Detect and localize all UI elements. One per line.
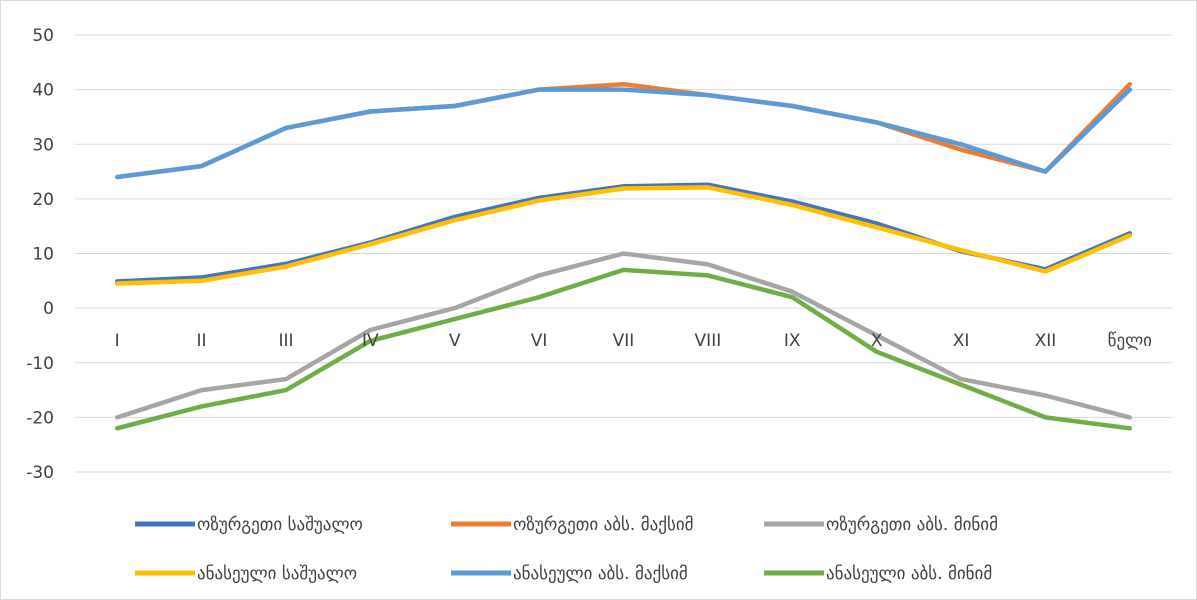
legend-item: ოზურგეთი საშუალო	[135, 515, 363, 535]
y-tick-label: 0	[43, 299, 54, 319]
x-tick-label: VIII	[695, 331, 722, 351]
legend-label: ოზურგეთი საშუალო	[197, 515, 363, 535]
legend-item: ოზურგეთი აბს. მინიმ	[764, 515, 998, 535]
x-axis-tick-labels: I II III IV V VI VII VIII IX X XI XII წელი	[115, 331, 1152, 351]
y-tick-label: 30	[32, 135, 54, 155]
x-tick-label: I	[115, 331, 120, 351]
legend-label: ოზურგეთი აბს. მინიმ	[826, 515, 998, 535]
series-line-4	[114, 185, 1133, 286]
y-tick-label: -30	[26, 463, 54, 483]
series-lines	[114, 81, 1133, 431]
y-tick-label: 10	[32, 245, 54, 265]
x-tick-label: II	[197, 331, 207, 351]
legend: ოზურგეთი საშუალო ოზურგეთი აბს. მაქსიმ ოზურ…	[135, 515, 998, 584]
y-tick-label: -20	[26, 408, 54, 428]
x-tick-label: VI	[531, 331, 548, 351]
y-tick-label: 50	[32, 26, 54, 46]
x-tick-label: V	[449, 331, 461, 351]
x-tick-label: X	[871, 331, 883, 351]
legend-item: ოზურგეთი აბს. მაქსიმ	[451, 515, 694, 535]
gridlines	[75, 34, 1172, 473]
series-line-6	[114, 267, 1133, 431]
x-tick-label: III	[278, 331, 293, 351]
y-tick-label: -10	[26, 354, 54, 374]
x-tick-label: VII	[613, 331, 635, 351]
x-tick-label: XII	[1035, 331, 1057, 351]
legend-label: ანასეული აბს. მინიმ	[826, 564, 992, 584]
y-axis-tick-labels: 50 40 30 20 10 0 -10 -20 -30	[26, 26, 54, 483]
legend-item: ანასეული აბს. მაქსიმ	[451, 564, 688, 584]
legend-item: ანასეული საშუალო	[135, 564, 357, 584]
x-tick-label: IV	[362, 331, 379, 351]
legend-label: ოზურგეთი აბს. მაქსიმ	[513, 515, 694, 535]
y-tick-label: 40	[32, 81, 54, 101]
series-line-3	[114, 251, 1133, 420]
series-line-5	[114, 87, 1133, 180]
legend-item: ანასეული აბს. მინიმ	[764, 564, 992, 584]
x-tick-label: XI	[953, 331, 970, 351]
y-tick-label: 20	[32, 190, 54, 210]
legend-label: ანასეული საშუალო	[197, 564, 357, 584]
x-tick-label: IX	[784, 331, 801, 351]
x-tick-label: წელი	[1108, 331, 1152, 351]
legend-label: ანასეული აბს. მაქსიმ	[513, 564, 688, 584]
